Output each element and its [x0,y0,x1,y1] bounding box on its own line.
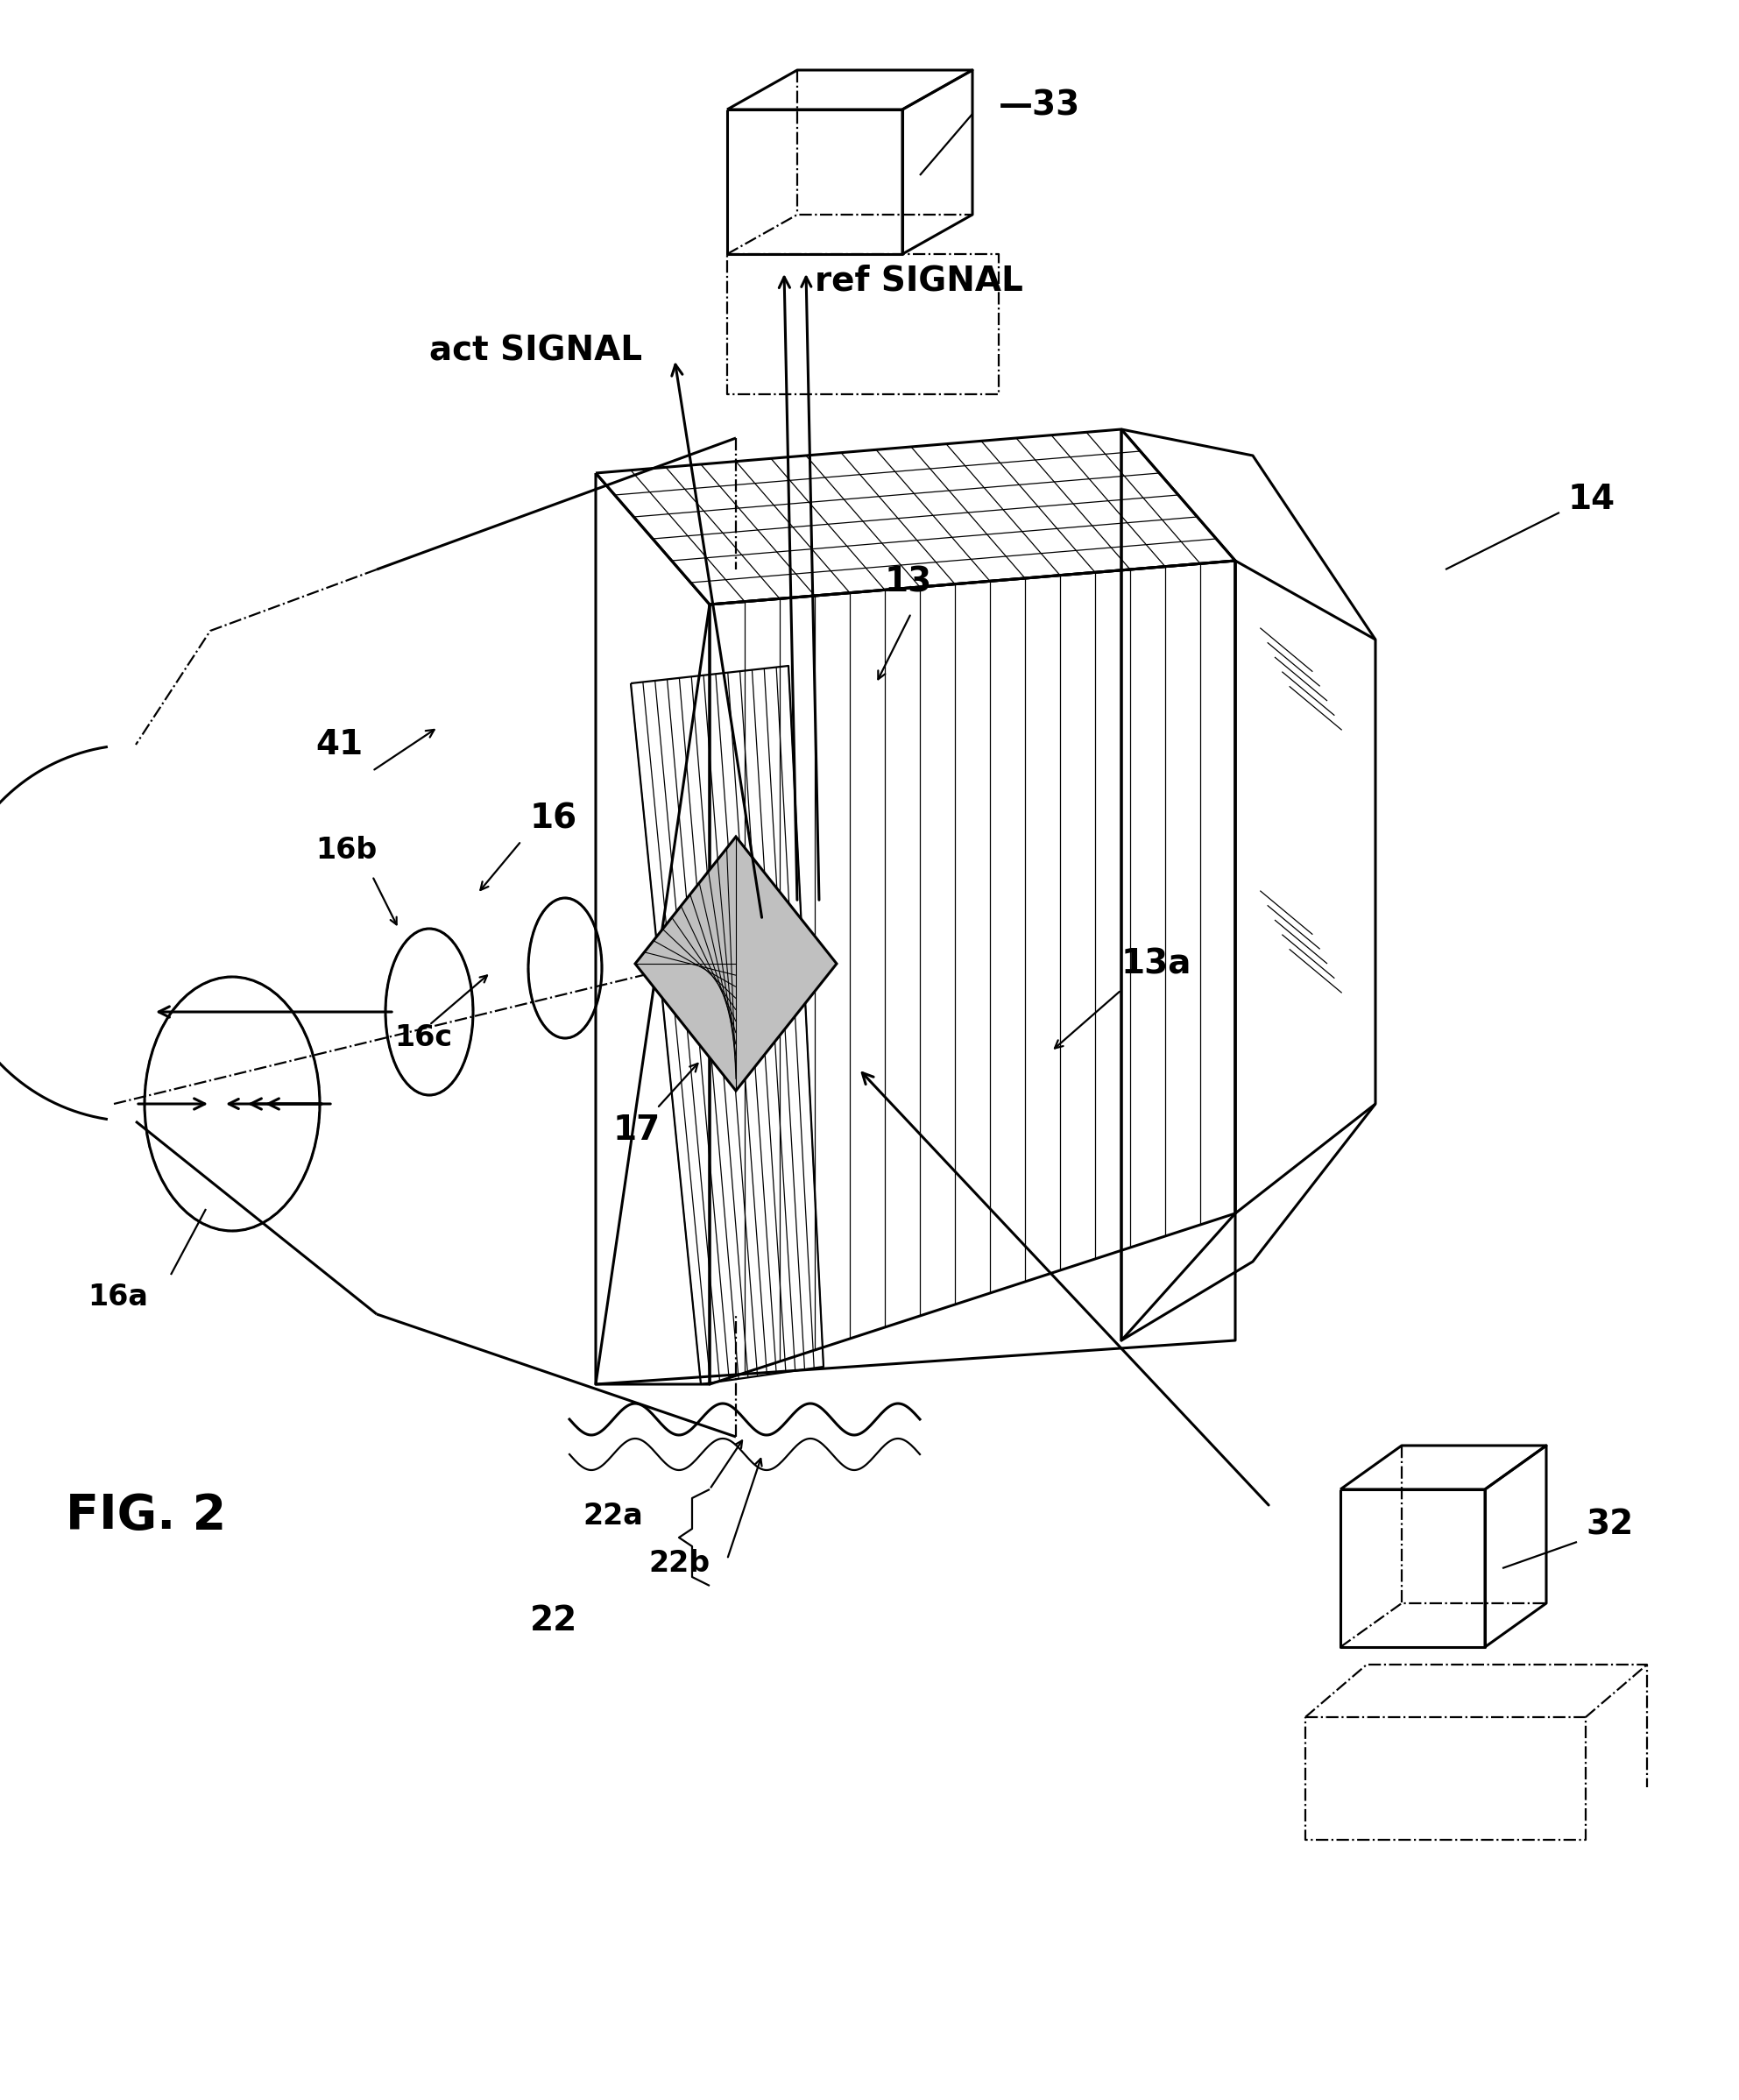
Text: —33: —33 [998,88,1080,122]
Text: 16b: 16b [315,836,377,865]
Text: ref SIGNAL: ref SIGNAL [816,265,1023,296]
Text: 22b: 22b [649,1550,710,1579]
Text: 16: 16 [530,802,577,836]
Text: 16c: 16c [395,1023,452,1052]
Polygon shape [635,836,836,1090]
Text: 14: 14 [1569,483,1616,517]
Text: FIG. 2: FIG. 2 [66,1491,226,1539]
Text: 22a: 22a [583,1502,643,1531]
Text: 13: 13 [885,567,932,598]
Text: act SIGNAL: act SIGNAL [430,334,642,367]
Text: 32: 32 [1586,1508,1633,1541]
Text: 17: 17 [614,1113,661,1147]
Text: 16a: 16a [87,1283,148,1310]
Text: 22: 22 [530,1604,577,1638]
Text: 41: 41 [315,729,363,762]
Text: 13a: 13a [1122,947,1191,981]
